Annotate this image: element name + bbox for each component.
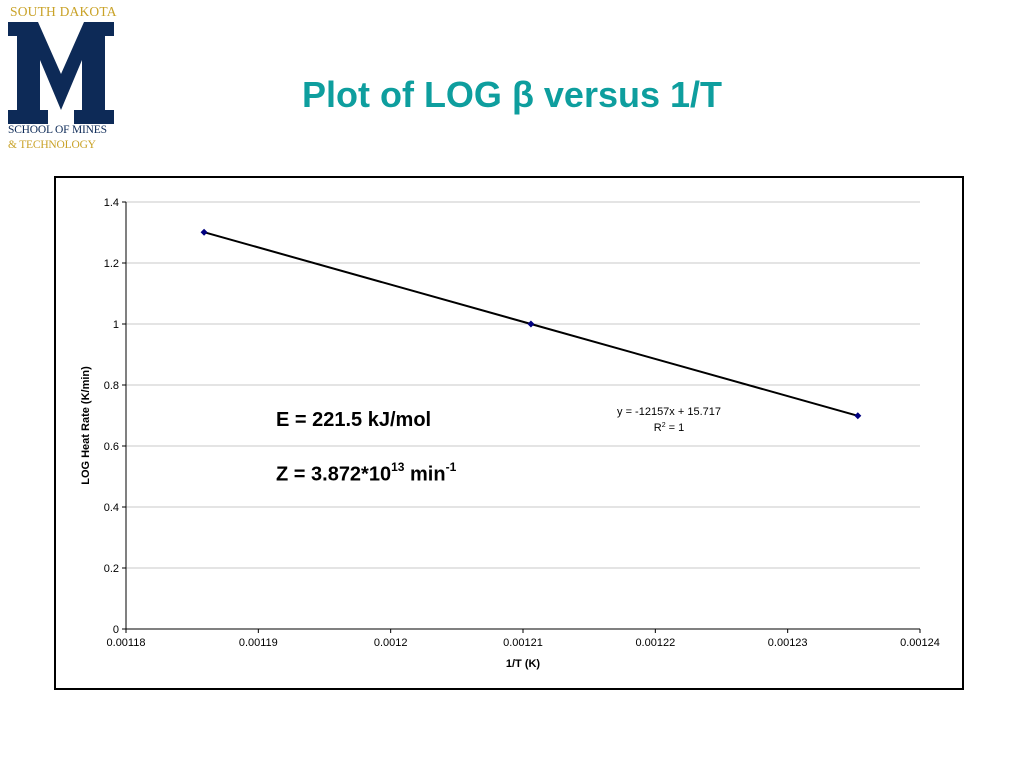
data-point bbox=[527, 320, 535, 328]
m-logo-mark bbox=[8, 22, 114, 124]
x-tick-label: 0.00123 bbox=[768, 637, 808, 649]
data-point bbox=[200, 228, 208, 236]
y-tick-label: 0.6 bbox=[104, 441, 119, 453]
y-tick-label: 1.4 bbox=[104, 197, 119, 209]
x-tick-label: 0.00121 bbox=[503, 637, 543, 649]
logo-line-technology: & TECHNOLOGY bbox=[8, 139, 96, 151]
z-annotation: Z = 3.872*1013 min-1 bbox=[276, 460, 457, 487]
logo-line-school: SCHOOL OF MINES bbox=[8, 124, 107, 136]
energy-annotation: E = 221.5 kJ/mol bbox=[276, 409, 432, 431]
z-unit: min bbox=[404, 463, 446, 486]
x-axis-label: 1/T (K) bbox=[506, 658, 541, 670]
y-tick-label: 1 bbox=[113, 319, 119, 331]
z-unit-exponent: -1 bbox=[445, 460, 457, 474]
y-tick-label: 1.2 bbox=[104, 258, 119, 270]
logo-top-text: SOUTH DAKOTA bbox=[10, 4, 117, 19]
x-tick-label: 0.00122 bbox=[635, 637, 675, 649]
x-tick-label: 0.00119 bbox=[239, 637, 278, 649]
x-tick-label: 0.0012 bbox=[374, 637, 408, 649]
y-tick-label: 0.4 bbox=[104, 502, 119, 514]
slide-title: Plot of LOG β versus 1/T bbox=[301, 74, 723, 115]
chart-frame: 0 0.2 0.4 0.6 0.8 1 1.2 1.4 0.00118 0.00119 0.0012… bbox=[54, 176, 964, 690]
chart: 0 0.2 0.4 0.6 0.8 1 1.2 1.4 0.00118 0.00119 0.0012… bbox=[80, 197, 940, 670]
trendline-equation: y = -12157x + 15.717 bbox=[617, 406, 721, 418]
data-point bbox=[854, 412, 862, 420]
x-tick-label: 0.00124 bbox=[900, 637, 940, 649]
z-prefix: Z = 3.872*10 bbox=[276, 463, 392, 486]
y-tick-label: 0.2 bbox=[104, 563, 119, 575]
x-tick-label: 0.00118 bbox=[107, 637, 146, 649]
y-axis-label: LOG Heat Rate (K/min) bbox=[80, 366, 92, 485]
trendline-r2: R2 = 1 bbox=[654, 422, 685, 434]
z-exponent: 13 bbox=[391, 460, 405, 474]
y-tick-label: 0.8 bbox=[104, 380, 119, 392]
school-logo: SOUTH DAKOTA SCHOOL OF MINES & TECHNOLOG… bbox=[8, 4, 118, 154]
y-tick-label: 0 bbox=[113, 624, 119, 636]
